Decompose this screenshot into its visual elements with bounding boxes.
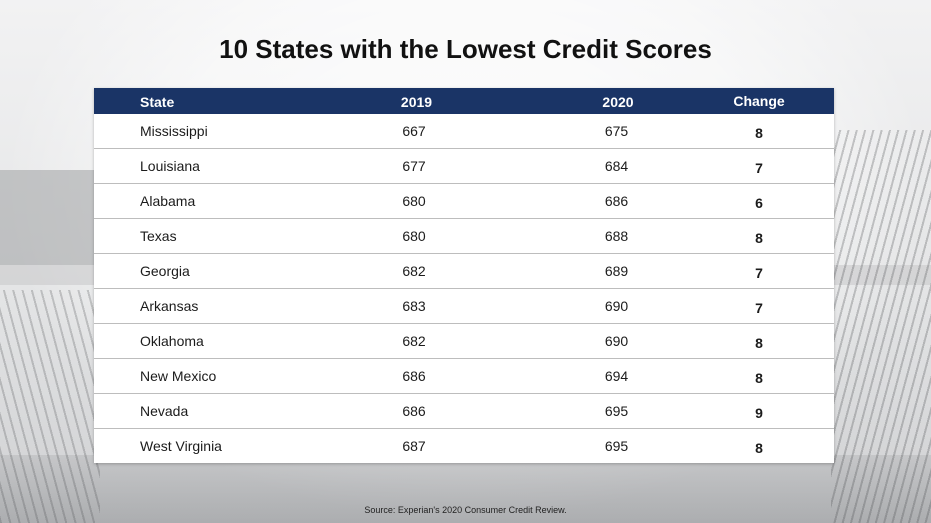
cell-2019: 687 — [402, 438, 426, 454]
cell-2019: 682 — [402, 333, 426, 349]
cell-change: 7 — [755, 265, 763, 281]
cell-2020: 688 — [604, 228, 629, 244]
table-row: Nevada 686 695 9 — [94, 393, 834, 428]
cell-state: West Virginia — [140, 438, 222, 454]
cell-2020: 695 — [604, 438, 629, 454]
cell-change: 8 — [755, 230, 763, 246]
cell-2020: 675 — [604, 123, 629, 139]
cell-2020: 695 — [604, 403, 629, 419]
cell-2020: 684 — [604, 158, 629, 174]
cell-2020: 686 — [604, 193, 629, 209]
cell-change: 7 — [755, 300, 763, 316]
cell-2019: 682 — [402, 263, 426, 279]
cell-state: Texas — [140, 228, 177, 244]
table-row: Louisiana 677 684 7 — [94, 148, 834, 183]
cell-change: 8 — [755, 125, 763, 141]
cell-2020: 689 — [604, 263, 629, 279]
cell-change: 8 — [755, 440, 763, 456]
background-building — [0, 170, 110, 265]
cell-2020: 690 — [604, 298, 629, 314]
cell-2019: 680 — [402, 193, 426, 209]
background-trees-left — [0, 290, 100, 523]
cell-state: New Mexico — [140, 368, 217, 384]
cell-2019: 686 — [402, 368, 426, 384]
cell-state: Louisiana — [140, 158, 200, 174]
table-row: Alabama 680 686 6 — [94, 183, 834, 218]
cell-change: 8 — [755, 335, 763, 351]
credit-score-table: State 2019 2020 Change Mississippi 667 675… — [94, 88, 834, 463]
table-row: Texas 680 688 8 — [94, 218, 834, 253]
cell-2020: 690 — [604, 333, 629, 349]
cell-2019: 680 — [402, 228, 426, 244]
column-header-state: State — [140, 94, 175, 110]
cell-state: Mississippi — [140, 123, 208, 139]
cell-state: Alabama — [140, 193, 196, 209]
background-wall — [0, 455, 931, 523]
cell-state: Georgia — [140, 263, 190, 279]
cell-change: 8 — [755, 370, 763, 386]
cell-state: Arkansas — [140, 298, 199, 314]
table-header: State 2019 2020 Change — [94, 88, 834, 114]
source-note: Source: Experian's 2020 Consumer Credit … — [364, 505, 567, 515]
cell-2019: 677 — [402, 158, 426, 174]
table-row: Arkansas 683 690 7 — [94, 288, 834, 323]
cell-state: Oklahoma — [140, 333, 204, 349]
cell-change: 7 — [755, 160, 763, 176]
cell-2019: 667 — [402, 123, 426, 139]
table-row: West Virginia 687 695 8 — [94, 428, 834, 463]
background-trees-right — [831, 130, 931, 523]
table-row: Oklahoma 682 690 8 — [94, 323, 834, 358]
table-row: Georgia 682 689 7 — [94, 253, 834, 288]
cell-state: Nevada — [140, 403, 189, 419]
cell-2019: 683 — [402, 298, 426, 314]
cell-2020: 694 — [604, 368, 629, 384]
table-row: Mississippi 667 675 8 — [94, 114, 834, 148]
cell-2019: 686 — [402, 403, 426, 419]
cell-change: 9 — [755, 405, 763, 421]
table-row: New Mexico 686 694 8 — [94, 358, 834, 393]
column-header-2020: 2020 — [602, 94, 634, 110]
cell-change: 6 — [755, 195, 763, 211]
column-header-change: Change — [733, 93, 785, 109]
column-header-2019: 2019 — [400, 94, 433, 110]
table-body: Mississippi 667 675 8 Louisiana 677 684 7 Alabam… — [94, 114, 834, 463]
chart-title: 10 States with the Lowest Credit Scores — [219, 34, 712, 64]
